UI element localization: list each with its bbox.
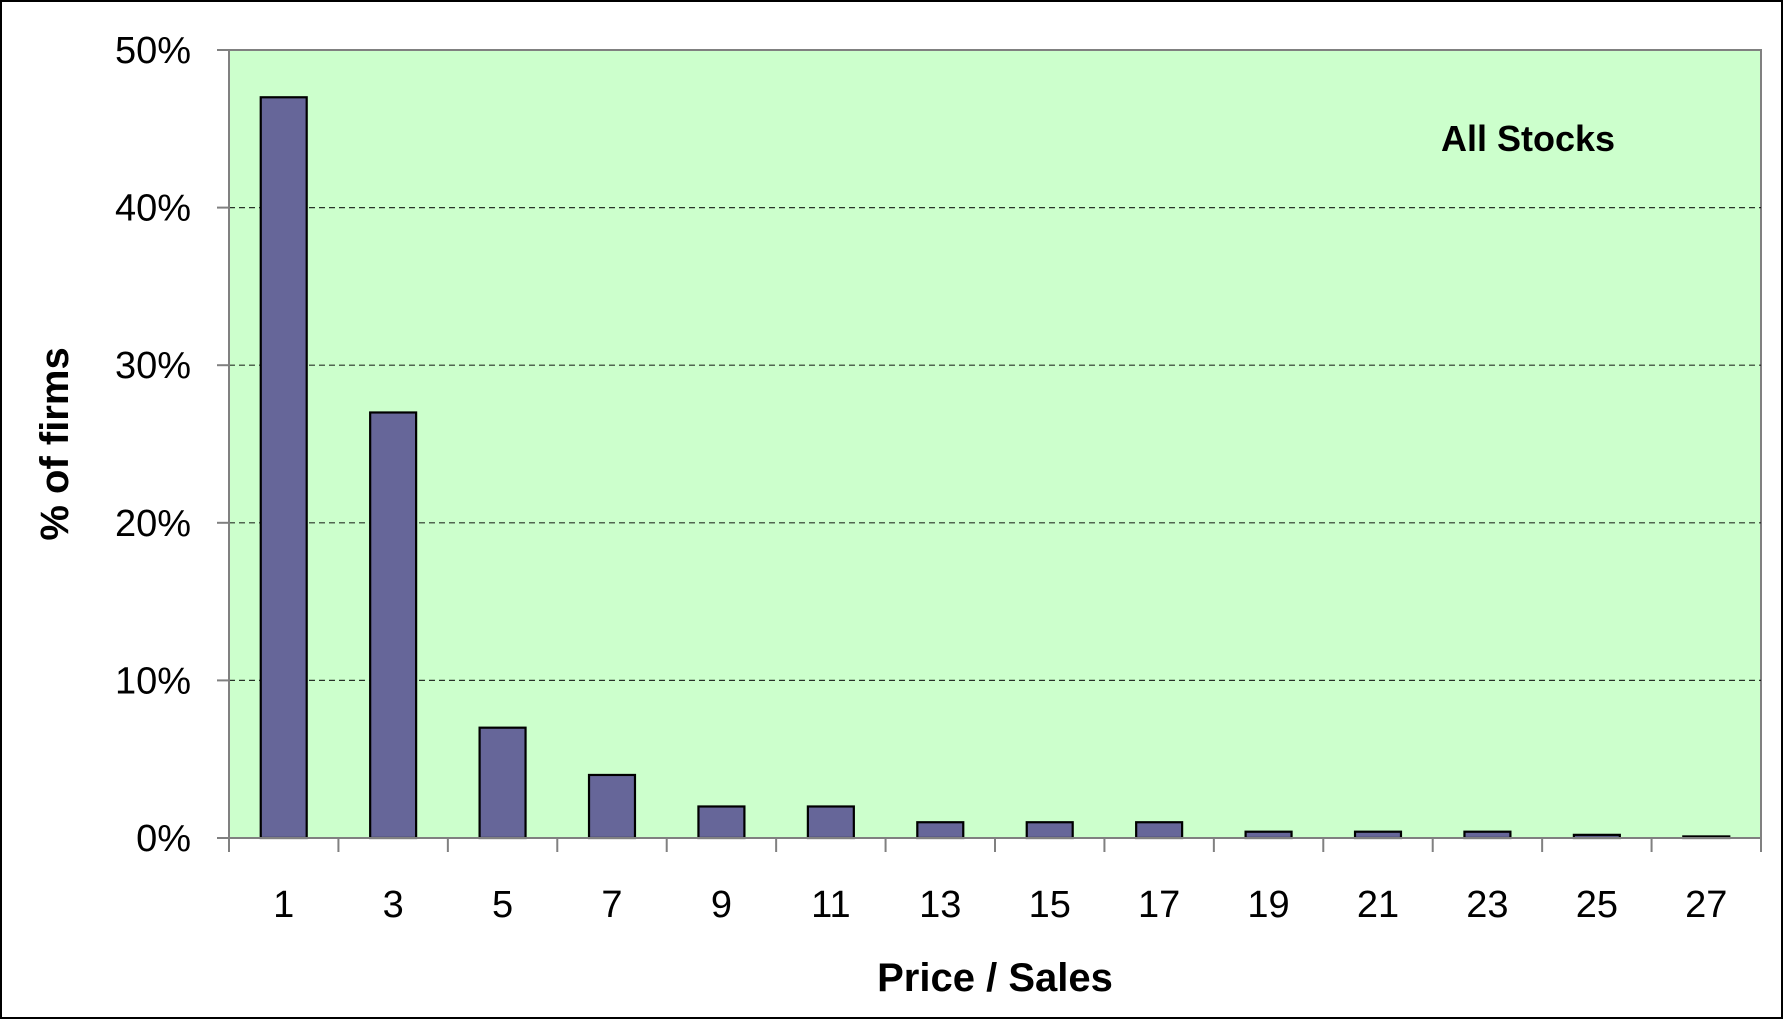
annotation-all-stocks: All Stocks [1441, 118, 1615, 159]
bar [480, 728, 526, 838]
x-tick-label: 1 [273, 884, 294, 926]
x-tick-label: 7 [601, 884, 622, 926]
x-tick-label: 17 [1138, 884, 1180, 926]
x-tick-label: 19 [1247, 884, 1289, 926]
x-tick-label: 23 [1466, 884, 1508, 926]
bar [261, 97, 307, 838]
y-tick-label: 50% [115, 30, 191, 72]
y-tick-label: 40% [115, 188, 191, 230]
x-tick-label: 21 [1357, 884, 1399, 926]
y-tick-label: 0% [136, 818, 191, 860]
y-tick-label: 20% [115, 503, 191, 545]
x-tick-label: 15 [1029, 884, 1071, 926]
x-tick-label: 5 [492, 884, 513, 926]
x-tick-label: 25 [1576, 884, 1618, 926]
x-tick-label: 9 [711, 884, 732, 926]
bar [370, 412, 416, 838]
plot-area [229, 50, 1761, 838]
x-tick-label: 13 [919, 884, 961, 926]
bar [589, 775, 635, 838]
x-tick-label: 27 [1685, 884, 1727, 926]
y-axis-label: % of firms [33, 347, 77, 540]
bar [1136, 822, 1182, 838]
y-tick-label: 10% [115, 660, 191, 702]
x-axis-label: Price / Sales [877, 956, 1113, 1000]
bar [698, 806, 744, 838]
bar [808, 806, 854, 838]
x-tick-label: 11 [811, 884, 850, 926]
bar [1027, 822, 1073, 838]
bar [917, 822, 963, 838]
y-tick-label: 30% [115, 345, 191, 387]
x-tick-label: 3 [383, 884, 404, 926]
